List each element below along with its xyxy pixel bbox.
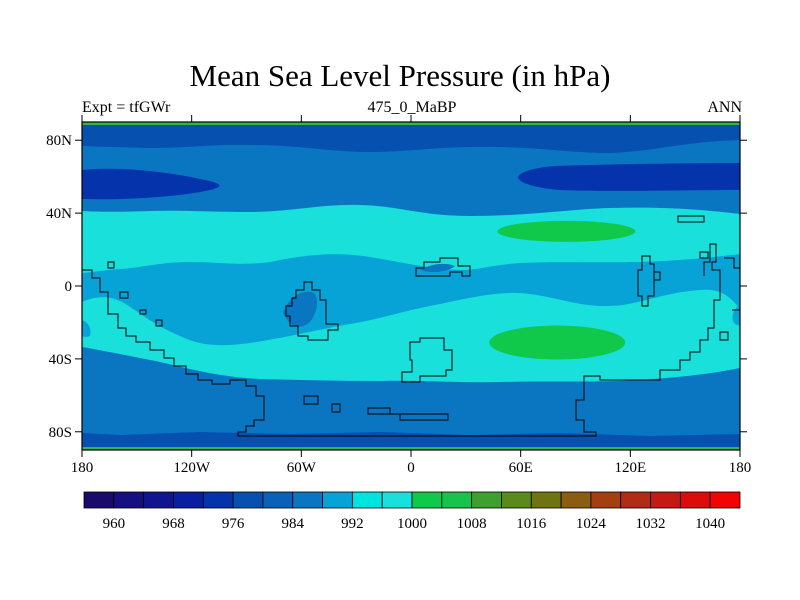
colorbar-label: 1008: [457, 516, 487, 532]
x-tick-label: 60W: [287, 460, 317, 476]
colorbar-swatch: [143, 491, 174, 509]
colorbar-swatch: [83, 491, 115, 509]
coastline: [107, 261, 115, 269]
subtitle-left: Expt = tfGWr: [82, 99, 171, 116]
region-local-patch: [82, 320, 91, 337]
coastline: [82, 243, 721, 437]
colorbar-swatch: [679, 491, 711, 509]
coastline: [719, 331, 729, 341]
colorbar-swatch: [709, 491, 741, 509]
x-tick-label: 0: [407, 460, 415, 476]
edge-band-top: [82, 122, 740, 125]
colorbar-label: 960: [103, 516, 126, 532]
colorbar-label: 984: [281, 516, 304, 532]
y-tick-label: 80S: [49, 425, 72, 441]
colorbar-swatch: [292, 491, 323, 509]
x-tick-label: 120E: [614, 460, 646, 476]
colorbar-swatch: [173, 491, 204, 509]
subtitle-center: 475_0_MaBP: [367, 99, 457, 116]
coastline: [139, 309, 147, 315]
region-subpolar-low-east: [518, 163, 740, 191]
y-tick-label: 0: [65, 279, 73, 295]
coastline: [303, 395, 319, 405]
colorbar-swatch: [411, 491, 443, 509]
colorbar-label: 968: [162, 516, 185, 532]
region-local-low: [420, 263, 455, 273]
colorbar-label: 1032: [636, 516, 666, 532]
colorbar-label: 1040: [695, 516, 725, 532]
colorbar-swatch: [202, 491, 234, 509]
coastline: [637, 255, 655, 307]
chart-title: Mean Sea Level Pressure (in hPa): [189, 58, 611, 93]
coastlines: [82, 215, 740, 437]
colorbar-swatch: [113, 491, 145, 509]
coastline: [367, 407, 449, 421]
region-subtropical-high-north: [497, 220, 636, 242]
coastline: [415, 257, 471, 277]
colorbar: 960 968 976 984 992 1000 1008 1016 1024 1032 1040: [83, 491, 741, 532]
coastline: [331, 403, 341, 413]
coastline: [653, 271, 661, 281]
coastline: [401, 337, 453, 383]
colorbar-label: 1000: [397, 516, 427, 532]
coastline: [677, 215, 705, 223]
y-tick-label: 40S: [49, 352, 72, 368]
colorbar-swatch: [501, 491, 532, 509]
colorbar-swatch: [351, 491, 383, 509]
x-tick-label: 60E: [509, 460, 533, 476]
x-tick-label: 180: [71, 460, 94, 476]
y-tick-label: 40N: [46, 206, 72, 222]
colorbar-swatch: [530, 491, 562, 509]
region-subpolar-low-west: [82, 168, 220, 200]
colorbar-swatch: [232, 491, 264, 509]
colorbar-swatch: [322, 491, 353, 509]
y-tick-label: 80N: [46, 133, 72, 149]
colorbar-swatch: [381, 491, 413, 509]
colorbar-label: 976: [222, 516, 245, 532]
edge-band-bottom: [82, 447, 740, 450]
x-tick-label: 180: [729, 460, 752, 476]
coastline: [285, 281, 339, 341]
coastline: [699, 251, 709, 259]
region-subtropical-high-south: [489, 325, 626, 360]
colorbar-swatch: [441, 491, 473, 509]
colorbar-label: 992: [341, 516, 364, 532]
colorbar-label: 1016: [516, 516, 547, 532]
region-local-patch: [732, 304, 740, 326]
coastline: [155, 319, 163, 327]
colorbar-swatch: [560, 491, 592, 509]
colorbar-swatch: [590, 491, 622, 509]
x-tick-label: 120W: [173, 460, 211, 476]
colorbar-swatch: [471, 491, 502, 509]
colorbar-swatch: [620, 491, 651, 509]
coastline: [119, 291, 129, 299]
colorbar-swatch: [650, 491, 681, 509]
axes: 180 120W 60W 0 60E 120E 180 80N 40N 0 40S 80S: [46, 115, 751, 476]
coastline: [724, 257, 740, 269]
colorbar-label: 1024: [576, 516, 607, 532]
map-plot: [82, 122, 740, 450]
colorbar-swatch: [262, 491, 294, 509]
subtitle-right: ANN: [707, 99, 742, 116]
region-arctic: [82, 125, 740, 153]
